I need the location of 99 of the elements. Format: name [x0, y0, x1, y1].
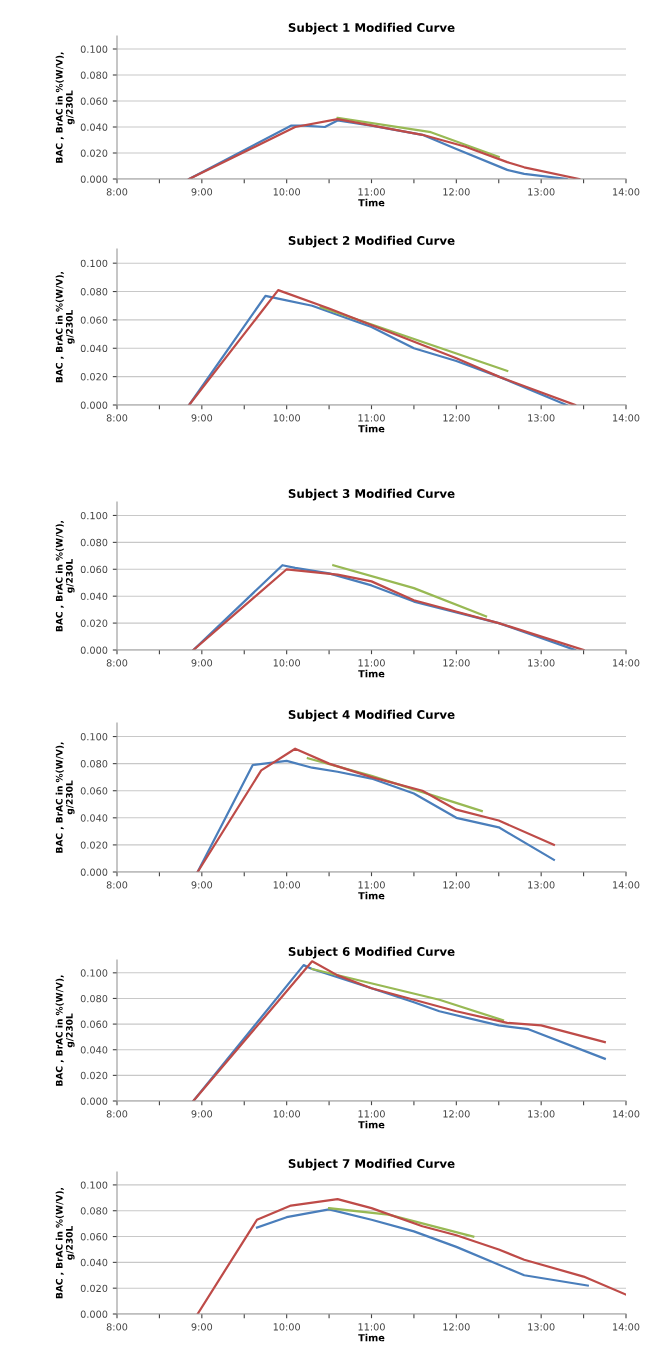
x-tick-label: 13:00: [528, 414, 555, 422]
y-tick-label: 0.040: [80, 814, 108, 822]
x-tick-label: 14:00: [613, 1110, 640, 1118]
y-axis-title: BAC , BrAC in %(W/V), g/230L: [55, 52, 75, 163]
x-tick-label: 11:00: [358, 1323, 385, 1331]
x-tick-label: 8:00: [106, 414, 128, 422]
x-tick-label: 13:00: [528, 1110, 555, 1118]
line-series: [196, 1198, 626, 1314]
x-tick-label: 10:00: [273, 414, 301, 422]
y-tick-label: 0.100: [80, 1181, 108, 1189]
y-tick-label: 0.020: [80, 149, 108, 157]
y-axis-title: BAC , BrAC in %(W/V), g/230L: [55, 271, 75, 383]
x-tick-label: 8:00: [106, 659, 128, 667]
y-tick-label: 0.100: [80, 259, 108, 268]
y-tick-label: 0.040: [80, 1046, 108, 1054]
x-tick-label: 8:00: [106, 881, 128, 889]
y-tick-label: 0.080: [80, 538, 108, 547]
y-tick-label: 0.020: [80, 1071, 108, 1080]
x-tick-label: 13:00: [528, 659, 555, 667]
y-tick-label: 0.080: [80, 760, 108, 768]
y-tick-label: 0.060: [80, 97, 108, 105]
x-tick-label: 8:00: [106, 1110, 128, 1118]
x-tick-label: 12:00: [443, 659, 470, 667]
x-tick-label: 12:00: [443, 414, 470, 422]
y-axis-title: BAC , BrAC in %(W/V), g/230L: [55, 1187, 75, 1299]
y-tick-label: 0.080: [80, 1207, 108, 1215]
chart-title: Subject 6 Modified Curve: [288, 946, 455, 959]
x-tick-label: 9:00: [191, 414, 213, 422]
y-tick-label: 0.000: [80, 646, 108, 654]
x-axis-title: Time: [358, 424, 385, 433]
y-tick-label: 0.100: [80, 969, 108, 977]
y-tick-label: 0.100: [80, 511, 108, 520]
x-tick-label: 11:00: [358, 414, 385, 422]
y-tick-label: 0.040: [80, 1258, 108, 1267]
x-tick-label: 11:00: [358, 188, 385, 196]
x-tick-label: 9:00: [191, 188, 213, 196]
y-tick-label: 0.000: [80, 175, 108, 183]
x-tick-label: 8:00: [106, 188, 128, 196]
y-tick-label: 0.060: [80, 316, 108, 324]
x-tick-label: 13:00: [528, 881, 555, 889]
y-tick-label: 0.040: [80, 344, 108, 353]
x-tick-label: 14:00: [613, 881, 640, 889]
x-axis-title: Time: [358, 1120, 385, 1129]
x-tick-label: 13:00: [528, 188, 555, 196]
x-tick-label: 9:00: [191, 881, 213, 889]
y-tick-label: 0.060: [80, 565, 108, 574]
y-tick-label: 0.100: [80, 733, 108, 741]
x-tick-label: 10:00: [273, 1323, 301, 1331]
y-tick-label: 0.020: [80, 373, 108, 381]
y-tick-label: 0.080: [80, 994, 108, 1003]
y-tick-label: 0.020: [80, 841, 108, 849]
x-tick-label: 9:00: [191, 1110, 213, 1118]
x-tick-label: 12:00: [443, 188, 470, 196]
y-tick-label: 0.000: [80, 401, 108, 409]
x-tick-label: 8:00: [106, 1323, 128, 1331]
y-axis-title: BAC , BrAC in %(W/V), g/230L: [55, 520, 75, 632]
x-axis-title: Time: [358, 1333, 385, 1342]
line-series: [306, 757, 483, 813]
y-tick-label: 0.060: [80, 787, 108, 795]
x-tick-label: 12:00: [443, 1323, 470, 1331]
y-tick-label: 0.060: [80, 1020, 108, 1028]
y-tick-label: 0.060: [80, 1233, 108, 1241]
y-tick-label: 0.000: [80, 1097, 108, 1105]
x-tick-label: 12:00: [443, 1110, 470, 1118]
x-tick-label: 13:00: [528, 1323, 555, 1331]
x-tick-label: 10:00: [273, 659, 301, 667]
y-axis-title: BAC , BrAC in %(W/V), g/230L: [55, 742, 75, 853]
y-tick-label: 0.080: [80, 71, 108, 79]
chart-title: Subject 3 Modified Curve: [288, 488, 455, 501]
chart-title: Subject 4 Modified Curve: [288, 709, 455, 722]
y-tick-label: 0.100: [80, 45, 108, 53]
chart-title: Subject 2 Modified Curve: [288, 235, 455, 248]
line-series: [255, 1208, 589, 1287]
y-axis-title: BAC , BrAC in %(W/V), g/230L: [55, 975, 75, 1086]
x-axis-title: Time: [358, 891, 385, 900]
x-tick-label: 9:00: [191, 1323, 213, 1331]
chart-title: Subject 1 Modified Curve: [288, 22, 455, 35]
x-tick-label: 11:00: [358, 659, 385, 667]
y-tick-label: 0.000: [80, 868, 108, 876]
x-axis-title: Time: [358, 669, 385, 678]
y-tick-label: 0.040: [80, 592, 108, 601]
x-tick-label: 10:00: [273, 188, 301, 196]
x-tick-label: 12:00: [443, 881, 470, 889]
x-tick-label: 9:00: [191, 659, 213, 667]
x-tick-label: 10:00: [273, 1110, 301, 1118]
x-tick-label: 10:00: [273, 881, 301, 889]
x-tick-label: 14:00: [613, 414, 640, 422]
x-tick-label: 14:00: [613, 1323, 640, 1331]
chart-title: Subject 7 Modified Curve: [288, 1158, 455, 1171]
y-tick-label: 0.000: [80, 1310, 108, 1318]
x-axis-title: Time: [358, 198, 385, 207]
x-tick-label: 11:00: [358, 1110, 385, 1118]
y-tick-label: 0.040: [80, 123, 108, 131]
y-tick-label: 0.080: [80, 288, 108, 296]
x-tick-label: 14:00: [613, 659, 640, 667]
x-tick-label: 11:00: [358, 881, 385, 889]
y-tick-label: 0.020: [80, 619, 108, 627]
y-tick-label: 0.020: [80, 1284, 108, 1293]
x-tick-label: 14:00: [613, 188, 640, 196]
